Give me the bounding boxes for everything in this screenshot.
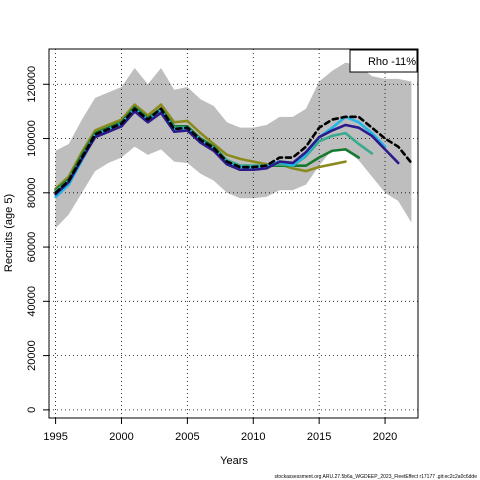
y-axis-title: Recruits (age 5) (3, 194, 15, 272)
x-tick-label: 2000 (109, 431, 133, 443)
y-tick-label: 40000 (26, 286, 38, 317)
y-tick-label: 60000 (26, 232, 38, 263)
series-layer (54, 103, 413, 199)
y-tick-label: 120000 (26, 66, 38, 103)
grid-layer (49, 49, 418, 418)
x-tick-label: 2020 (373, 431, 397, 443)
x-tick-label: 2015 (307, 431, 331, 443)
series-line (54, 107, 413, 195)
y-tick-label: 80000 (26, 178, 38, 209)
series-line (54, 103, 347, 191)
y-axis: 0 20000 40000 60000 80000 100000 120000 (26, 66, 50, 413)
legend-box (349, 49, 418, 73)
y-tick-label: 100000 (26, 120, 38, 157)
y-tick-label: 0 (26, 407, 38, 413)
confidence-band (55, 62, 412, 229)
x-tick-label: 1995 (43, 431, 67, 443)
legend: Rho -11% (349, 49, 418, 73)
x-axis-title: Years (220, 455, 248, 467)
legend-label: Rho -11% (368, 56, 416, 68)
series-line (54, 110, 400, 196)
x-tick-label: 2005 (175, 431, 199, 443)
source-caption: stockassessment.org ARU.27.5b6a_WGDEEP_2… (274, 474, 477, 480)
confidence-band-layer (55, 62, 412, 229)
x-tick-label: 2010 (241, 431, 265, 443)
y-tick-label: 20000 (26, 340, 38, 371)
x-axis: 1995 2000 2005 2010 2015 2020 (43, 417, 397, 443)
